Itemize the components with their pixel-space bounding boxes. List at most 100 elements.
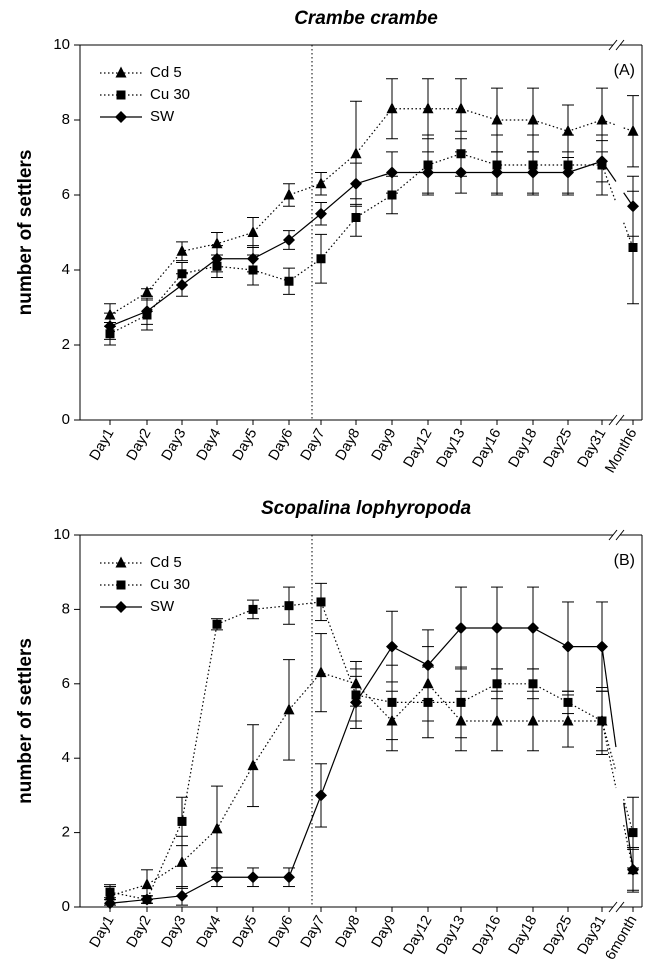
y-tick-label: 0 (62, 411, 70, 428)
chart-title: Crambe crambe (294, 8, 438, 29)
data-point (315, 789, 327, 802)
data-point (528, 679, 538, 689)
series-line-break-stub (601, 720, 617, 772)
x-tick-label: Day13 (434, 913, 469, 957)
data-point (350, 147, 362, 159)
axis-break-mark (615, 901, 625, 913)
axis-break-mark (608, 901, 618, 913)
axis-break-mark (615, 39, 625, 51)
data-point (562, 166, 574, 179)
data-point (141, 305, 153, 318)
data-point (247, 759, 259, 771)
data-point (315, 207, 327, 220)
y-tick-label: 2 (62, 824, 70, 841)
series-line (109, 153, 602, 335)
data-point (527, 622, 539, 634)
data-point (247, 252, 259, 265)
x-tick-label: Day8 (333, 913, 364, 950)
axis-break-mark (615, 529, 625, 541)
data-point (491, 714, 503, 726)
panel-label: (B) (614, 552, 635, 569)
legend-marker (115, 601, 127, 613)
data-point (176, 889, 188, 902)
x-tick-label: Day3 (159, 426, 190, 463)
data-point (456, 697, 466, 707)
x-tick-label: Day5 (230, 913, 261, 950)
y-tick-label: 0 (62, 898, 70, 915)
x-tick-label: Day6 (266, 913, 297, 950)
x-tick-label: Day2 (124, 426, 155, 463)
axis-break-mark (608, 39, 618, 51)
data-point (212, 619, 222, 629)
x-tick-label: Day4 (194, 913, 225, 950)
legend-marker (116, 90, 126, 100)
data-point (247, 871, 259, 884)
y-tick-label: 6 (62, 186, 70, 203)
series-line-break-stub (601, 164, 617, 203)
data-point (491, 622, 503, 634)
data-point (596, 113, 608, 125)
data-point (596, 640, 608, 653)
series-line (109, 108, 603, 316)
y-tick-label: 4 (62, 749, 70, 766)
data-point (422, 102, 434, 114)
legend: Cd 5 Cu 30 SW (100, 64, 190, 125)
x-tick-label: Day1 (87, 426, 118, 463)
data-point (141, 878, 153, 890)
data-point (284, 601, 294, 611)
x-tick-label: Day16 (470, 913, 505, 957)
x-tick-label: Day1 (87, 913, 118, 950)
axes-frame (79, 39, 643, 426)
data-point (176, 279, 188, 291)
data-point (176, 855, 188, 867)
data-point (491, 113, 503, 125)
x-tick-label: Day7 (298, 426, 329, 463)
series-line-break-stub (601, 646, 617, 748)
x-tick-label: Day16 (470, 426, 505, 470)
x-tick-label: Day7 (298, 913, 329, 950)
legend: Cd 5 Cu 30 SW (100, 554, 190, 615)
data-point (350, 177, 362, 190)
data-point (596, 155, 608, 168)
data-point (284, 276, 294, 286)
data-point (455, 166, 467, 179)
series-cd-5 (104, 78, 639, 327)
x-tick-label: Day12 (401, 913, 436, 957)
series-line-break-stub (601, 119, 617, 126)
chart-panel-1: Crambe crambe (A) number of settlers 0 2 4 6 8 1… (15, 8, 643, 476)
panel-label: (A) (614, 62, 635, 79)
x-tick-label: Day9 (369, 913, 400, 950)
data-point (316, 597, 326, 607)
legend-label: SW (150, 598, 175, 615)
legend-label: SW (150, 108, 175, 125)
legend-marker (116, 580, 126, 590)
data-point (527, 714, 539, 726)
legend-marker (115, 111, 127, 123)
legend-marker (115, 556, 127, 568)
legend-label: Cd 5 (150, 554, 182, 571)
data-point (492, 679, 502, 689)
data-point (422, 166, 434, 179)
axis-break-mark (608, 414, 618, 426)
series-sw (104, 140, 639, 340)
y-axis-label: number of settlers (15, 150, 36, 316)
x-tick-label: Day2 (124, 913, 155, 950)
series-line-break-stub (601, 720, 617, 789)
x-tick-label: Day13 (434, 426, 469, 470)
y-tick-label: 10 (53, 36, 70, 53)
data-point (315, 666, 327, 678)
data-point (491, 166, 503, 179)
x-tick-label: Day6 (266, 426, 297, 463)
x-tick-label: Day8 (333, 426, 364, 463)
y-tick-label: 10 (53, 526, 70, 543)
data-point (211, 252, 223, 265)
data-point (350, 696, 362, 709)
series-line-break-stub (623, 798, 634, 833)
data-point (562, 714, 574, 726)
data-point (141, 286, 153, 297)
data-point (562, 640, 574, 653)
data-point (283, 871, 295, 884)
data-point (315, 177, 327, 189)
legend-label: Cu 30 (150, 576, 190, 593)
